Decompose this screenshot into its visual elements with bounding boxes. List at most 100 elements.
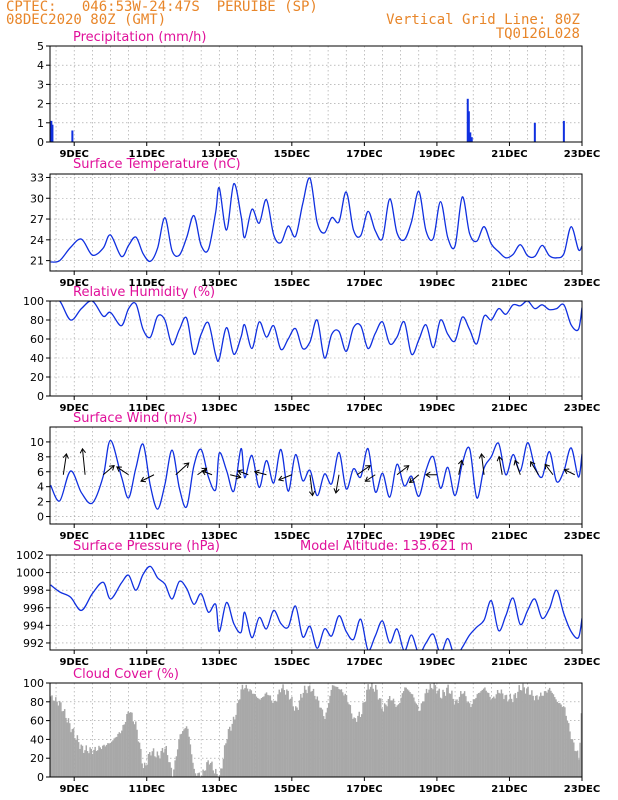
cloud-bar [466,702,468,777]
cloud-bar [441,698,443,777]
cloud-bar [524,693,527,777]
cloud-bar [213,773,216,777]
panel-2: 0 20 40 60 80 100 9DEC 11DEC 13DEC 15DEC 17DEC 19DE… [23,285,600,414]
cloud-bar [411,694,414,777]
cloud-bar [562,706,565,777]
cloud-bar [135,721,137,777]
cloud-bar [269,695,272,777]
cloud-bar [331,685,334,777]
cloud-bar [155,757,157,777]
wind-vector-head [563,468,570,475]
wind-vector [175,462,190,476]
cloud-bar [486,692,489,777]
cloud-bar [496,689,499,777]
precip-bar [51,124,54,142]
cloud-bar [498,692,500,777]
x-tick-label: 9DEC [59,403,88,414]
cloud-bar [204,770,207,777]
cloud-bar [184,728,187,777]
series-line [50,439,582,510]
plot-area [50,683,582,777]
wind-vector [514,460,521,475]
cloud-bar [477,692,480,777]
cloud-bar [321,709,324,777]
cloud-bar [559,703,561,777]
cloud-bar [435,693,438,777]
x-tick-label: 11DEC [129,149,165,160]
cloud-bar [79,748,81,777]
wind-vector-head [201,469,208,476]
cloud-bar [241,684,244,777]
cloud-bar [474,699,476,777]
wind-vector [335,474,340,494]
x-tick-label: 21DEC [491,403,527,414]
cloud-bar [476,694,479,777]
cloud-bar [481,689,484,777]
cloud-bar [182,731,184,777]
x-tick-label: 9DEC [59,278,88,289]
cloud-bar [392,698,395,777]
cloud-bar [523,687,525,777]
wind-vector-head [457,459,464,466]
x-tick-label: 23DEC [564,531,600,542]
plot-area [50,565,582,650]
cloud-bar [229,726,231,777]
cloud-bar [388,696,391,777]
cloud-bar [491,697,494,777]
y-tick-label: 0 [37,390,44,403]
cloud-bar [270,700,273,777]
cloud-bar [291,696,293,777]
cloud-bar [512,702,514,777]
panel-frame [49,300,583,397]
cloud-bar [268,695,270,777]
x-tick-label: 13DEC [201,531,237,542]
cloud-bar [100,749,103,777]
x-tick-label: 15DEC [274,403,310,414]
cloud-bar [249,689,251,777]
cloud-bar [147,753,150,777]
cloud-bar [166,755,169,777]
cloud-bar [320,707,322,777]
cloud-bar [223,745,226,777]
cloud-bar [287,690,289,777]
wind-vector-head [140,476,147,483]
cloud-bar [314,695,316,777]
wind-vector [254,471,267,476]
cloud-bar [93,749,95,777]
cloud-bar [536,695,538,777]
precip-bar [467,111,470,142]
cloud-bar [176,749,179,777]
cloud-bar [457,703,459,777]
cloud-bar [81,745,84,777]
cloud-bar [500,689,503,777]
cloud-bar [515,698,518,777]
cloud-bar [454,700,457,777]
cloud-bar [50,696,52,777]
wind-vector-head [109,465,115,471]
cloud-bar [387,699,390,777]
x-tick-label: 23DEC [564,149,600,160]
cloud-bar [574,750,576,777]
cloud-bar [339,689,341,777]
panel-4: 992 994 996 998 1000 1002 9DEC 11DEC 13DEC 15DEC 1… [16,539,600,668]
cloud-bar [361,714,363,777]
wind-vector [102,465,115,476]
wind-vector-head [116,466,122,472]
cloud-bar [244,688,246,777]
cloud-bar [579,742,581,777]
plot-area [50,98,565,142]
cloud-bar [310,691,312,777]
x-tick-label: 21DEC [491,657,527,668]
precip-bar [533,122,536,142]
cloud-bar [123,724,126,777]
header-date: 08DEC2020 80Z (GMT) [6,12,167,28]
cloud-bar [300,693,302,777]
cloud-bar [510,698,513,777]
cloud-bar [288,699,291,777]
precip-bar [470,137,473,142]
cloud-bar [141,763,143,777]
cloud-bar [509,693,512,777]
cloud-bar [479,692,481,777]
cloud-bar [427,692,429,777]
cloud-bar [580,713,582,777]
